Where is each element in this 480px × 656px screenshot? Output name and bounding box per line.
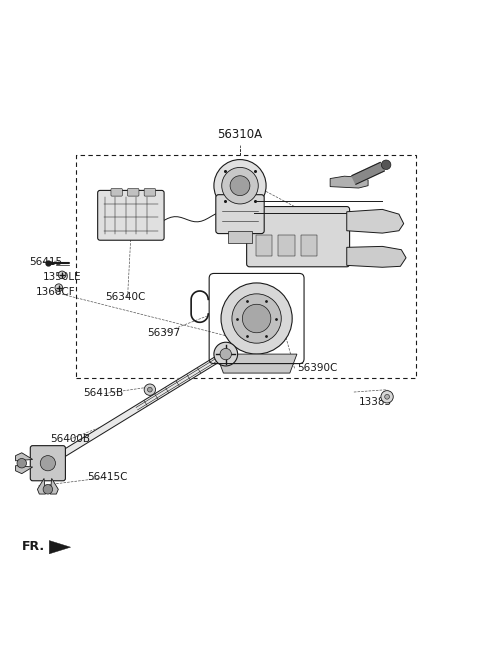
Text: 13385: 13385: [359, 396, 392, 407]
Text: 56415C: 56415C: [87, 472, 128, 482]
Text: 56400B: 56400B: [50, 434, 90, 445]
FancyBboxPatch shape: [111, 188, 122, 196]
Polygon shape: [50, 478, 58, 494]
FancyBboxPatch shape: [247, 207, 349, 267]
FancyBboxPatch shape: [144, 188, 156, 196]
FancyBboxPatch shape: [278, 236, 295, 256]
Bar: [76, 155, 416, 378]
Circle shape: [43, 485, 53, 494]
Circle shape: [55, 284, 62, 291]
FancyBboxPatch shape: [30, 445, 65, 481]
Text: 1360CF: 1360CF: [36, 287, 76, 297]
Text: FR.: FR.: [22, 540, 45, 553]
Circle shape: [17, 459, 26, 468]
Text: 1350LE: 1350LE: [43, 272, 82, 282]
Circle shape: [222, 167, 258, 204]
Circle shape: [214, 342, 238, 366]
Polygon shape: [216, 354, 297, 373]
Circle shape: [221, 283, 292, 354]
Circle shape: [242, 304, 271, 333]
Circle shape: [214, 159, 266, 212]
Polygon shape: [347, 247, 406, 267]
Text: 56340C: 56340C: [105, 292, 145, 302]
Circle shape: [147, 387, 152, 392]
Polygon shape: [352, 163, 384, 184]
Polygon shape: [330, 176, 368, 188]
Polygon shape: [49, 541, 71, 554]
Circle shape: [230, 176, 250, 195]
Circle shape: [381, 390, 393, 403]
FancyBboxPatch shape: [97, 190, 164, 240]
Circle shape: [384, 394, 389, 399]
Text: 56330A: 56330A: [328, 218, 368, 229]
FancyBboxPatch shape: [128, 188, 139, 196]
Text: 56415B: 56415B: [84, 388, 124, 398]
Polygon shape: [228, 231, 252, 243]
Text: 56397: 56397: [147, 328, 180, 338]
Text: 56415: 56415: [29, 256, 62, 266]
Circle shape: [220, 348, 231, 359]
Circle shape: [382, 160, 391, 169]
Text: 56390C: 56390C: [297, 363, 337, 373]
Text: 56310A: 56310A: [217, 128, 263, 140]
Polygon shape: [347, 209, 404, 233]
Circle shape: [40, 456, 56, 471]
FancyBboxPatch shape: [301, 236, 317, 256]
FancyBboxPatch shape: [216, 195, 264, 234]
Polygon shape: [15, 466, 33, 474]
Circle shape: [58, 271, 66, 279]
Circle shape: [144, 384, 156, 396]
FancyBboxPatch shape: [256, 236, 272, 256]
Polygon shape: [15, 453, 33, 461]
Polygon shape: [37, 478, 46, 494]
Polygon shape: [46, 351, 228, 466]
Circle shape: [232, 294, 281, 343]
